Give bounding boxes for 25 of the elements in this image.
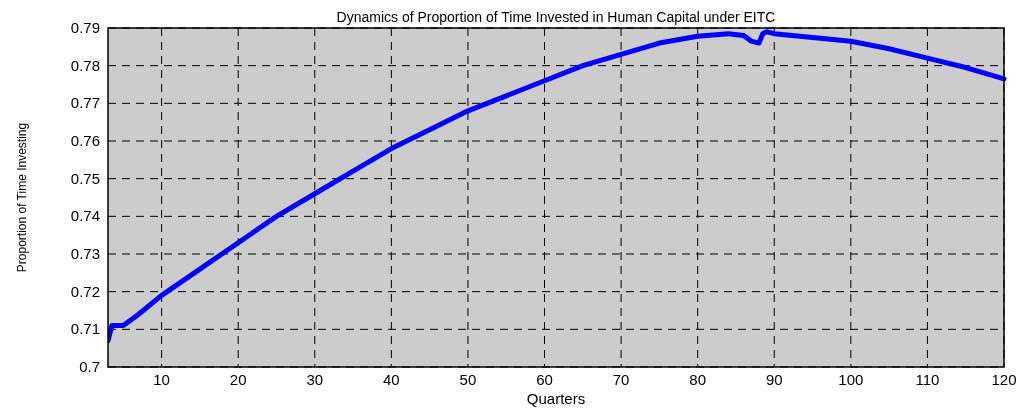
x-tick-label: 30	[306, 371, 324, 388]
y-tick-label: 0.77	[70, 94, 100, 112]
x-tick-label: 60	[536, 371, 553, 388]
y-tick-label: 0.75	[70, 169, 100, 187]
x-tick-label: 10	[153, 371, 170, 388]
y-tick-label: 0.74	[70, 207, 100, 225]
y-tick-label: 0.76	[70, 132, 100, 149]
y-tick-label: 0.79	[70, 19, 100, 36]
x-axis-title: Quarters	[526, 390, 586, 407]
y-tick-label: 0.7	[79, 358, 100, 375]
x-tick-label: 80	[689, 371, 707, 388]
x-tick-label: 40	[383, 371, 400, 388]
x-tick-label: 120	[991, 371, 1017, 388]
x-tick-label: 110	[915, 371, 940, 388]
y-tick-label: 0.71	[70, 320, 100, 338]
x-tick-label: 100	[838, 371, 864, 388]
y-tick-label: 0.78	[70, 56, 100, 74]
y-tick-label: 0.72	[70, 282, 100, 300]
x-tick-label: 20	[229, 371, 247, 388]
x-tick-label: 50	[459, 371, 477, 388]
x-tick-label: 90	[765, 371, 783, 388]
chart-title: Dynamics of Proportion of Time Invested in Human Capital under EITC	[336, 9, 776, 25]
x-tick-label: 70	[612, 371, 630, 388]
y-tick-label: 0.73	[70, 245, 100, 262]
y-axis-title: Proportion of Time Investing	[15, 122, 29, 273]
